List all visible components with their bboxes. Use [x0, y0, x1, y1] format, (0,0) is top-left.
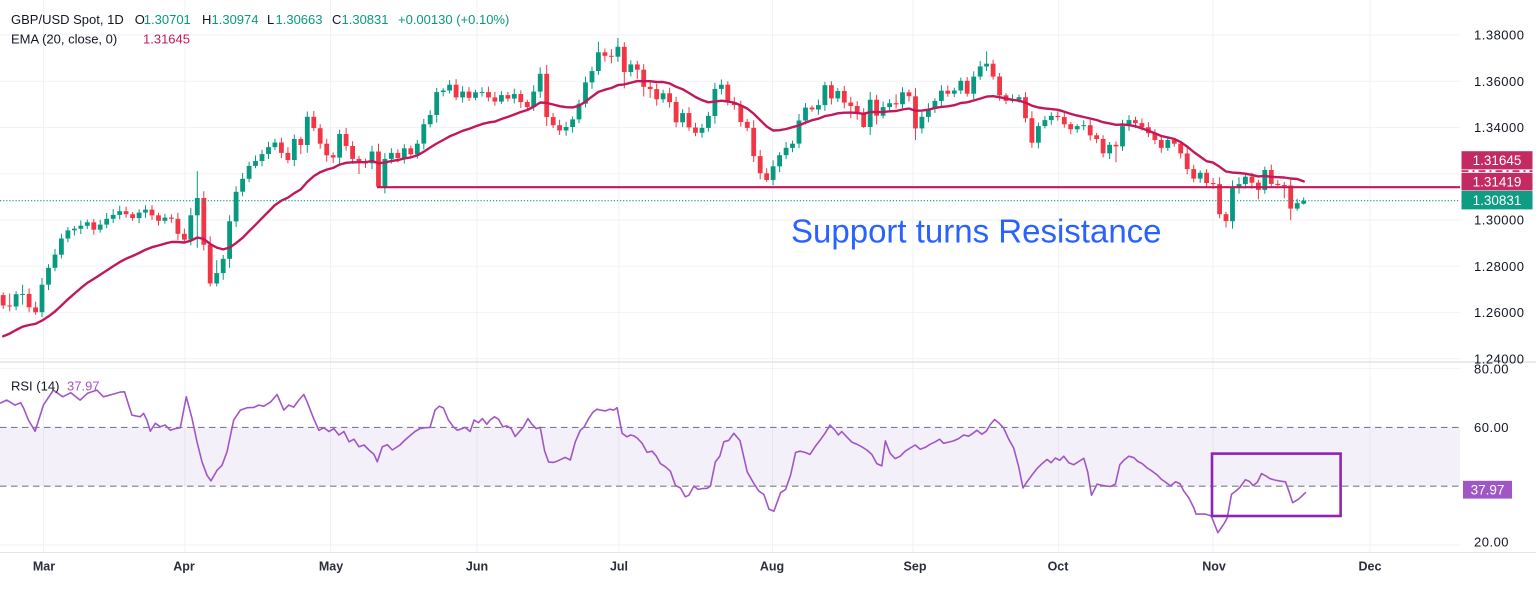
svg-text:1.38000: 1.38000	[1474, 28, 1525, 43]
svg-text:1.30974: 1.30974	[212, 12, 259, 27]
svg-text:1.28000: 1.28000	[1474, 259, 1525, 274]
svg-text:EMA (20, close, 0): EMA (20, close, 0)	[11, 32, 117, 47]
svg-text:20.00: 20.00	[1474, 535, 1509, 550]
svg-text:1.30663: 1.30663	[276, 12, 323, 27]
svg-text:1.31419: 1.31419	[1473, 174, 1522, 189]
svg-text:1.30000: 1.30000	[1474, 213, 1525, 228]
svg-text:37.97: 37.97	[67, 379, 100, 394]
svg-text:+0.00130 (+0.10%): +0.00130 (+0.10%)	[398, 12, 509, 27]
svg-text:1.30831: 1.30831	[1473, 193, 1522, 208]
svg-text:Apr: Apr	[173, 560, 195, 574]
svg-text:Jun: Jun	[466, 560, 488, 574]
svg-text:1.26000: 1.26000	[1474, 305, 1525, 320]
svg-text:C: C	[332, 12, 341, 27]
svg-text:Aug: Aug	[760, 560, 784, 574]
svg-text:L: L	[267, 12, 274, 27]
svg-text:1.30831: 1.30831	[342, 12, 389, 27]
svg-text:1.31645: 1.31645	[1473, 153, 1522, 168]
svg-text:1.31645: 1.31645	[143, 32, 190, 47]
svg-text:Jul: Jul	[610, 560, 628, 574]
svg-text:GBP/USD Spot, 1D: GBP/USD Spot, 1D	[11, 12, 124, 27]
svg-text:RSI (14): RSI (14)	[11, 379, 59, 394]
svg-text:Dec: Dec	[1359, 560, 1382, 574]
svg-text:80.00: 80.00	[1474, 361, 1509, 376]
svg-text:Nov: Nov	[1202, 560, 1226, 574]
svg-text:1.30701: 1.30701	[144, 12, 191, 27]
svg-text:O: O	[135, 12, 145, 27]
svg-text:1.34000: 1.34000	[1474, 120, 1525, 135]
svg-text:1.24000: 1.24000	[1474, 351, 1525, 366]
svg-text:Oct: Oct	[1048, 560, 1070, 574]
svg-text:1.36000: 1.36000	[1474, 74, 1525, 89]
svg-text:Mar: Mar	[33, 560, 55, 574]
svg-text:Support turns Resistance: Support turns Resistance	[791, 213, 1162, 250]
svg-text:37.97: 37.97	[1471, 482, 1505, 497]
svg-text:Sep: Sep	[904, 560, 927, 574]
svg-text:May: May	[319, 560, 343, 574]
svg-text:60.00: 60.00	[1474, 420, 1509, 435]
svg-text:H: H	[202, 12, 211, 27]
